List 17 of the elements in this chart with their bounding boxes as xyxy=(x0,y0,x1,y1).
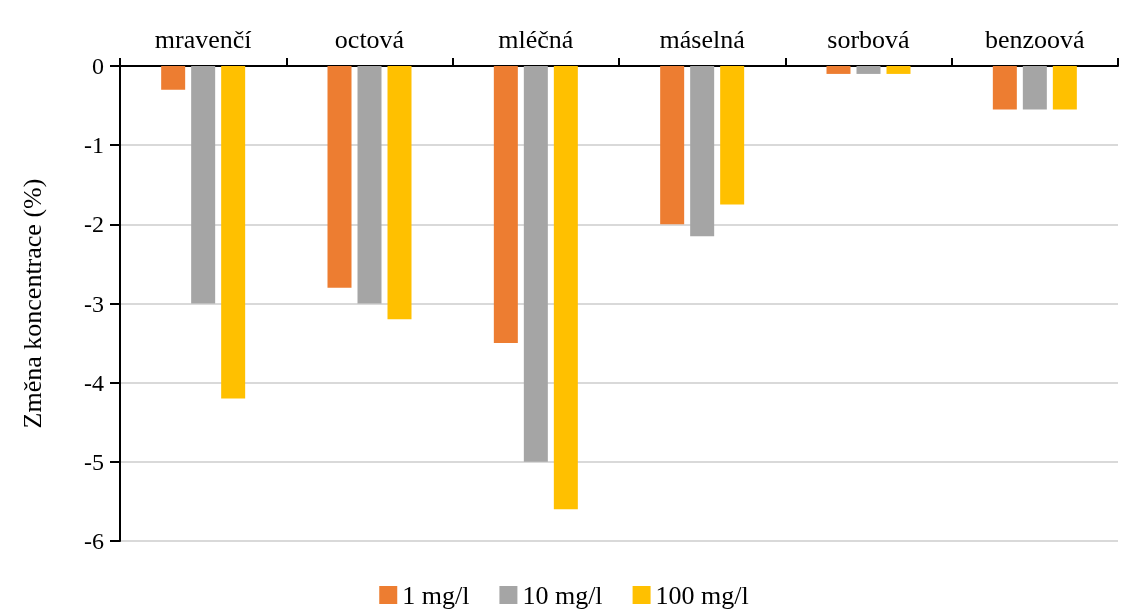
y-tick-label: 0 xyxy=(92,53,104,79)
y-tick-label: -2 xyxy=(84,211,104,238)
y-tick-label: -3 xyxy=(84,290,104,317)
y-tick-label: -4 xyxy=(84,369,104,396)
legend-label: 10 mg/l xyxy=(522,580,603,610)
legend-label: 100 mg/l xyxy=(655,580,749,610)
x-tick-label: máselná xyxy=(659,24,746,54)
y-axis-title: Změna koncentrace (%) xyxy=(17,178,47,429)
x-tick-label: benzoová xyxy=(985,24,1086,54)
x-tick-label: sorbová xyxy=(827,24,911,54)
x-tick-label: mravenčí xyxy=(154,24,252,54)
x-tick-label: octová xyxy=(334,24,405,54)
y-tick-label: -1 xyxy=(84,132,104,159)
x-tick-label: mléčná xyxy=(498,24,574,54)
y-tick-label: -5 xyxy=(84,448,104,475)
legend-label: 1 mg/l xyxy=(402,580,470,610)
y-tick-label: -6 xyxy=(84,528,104,554)
